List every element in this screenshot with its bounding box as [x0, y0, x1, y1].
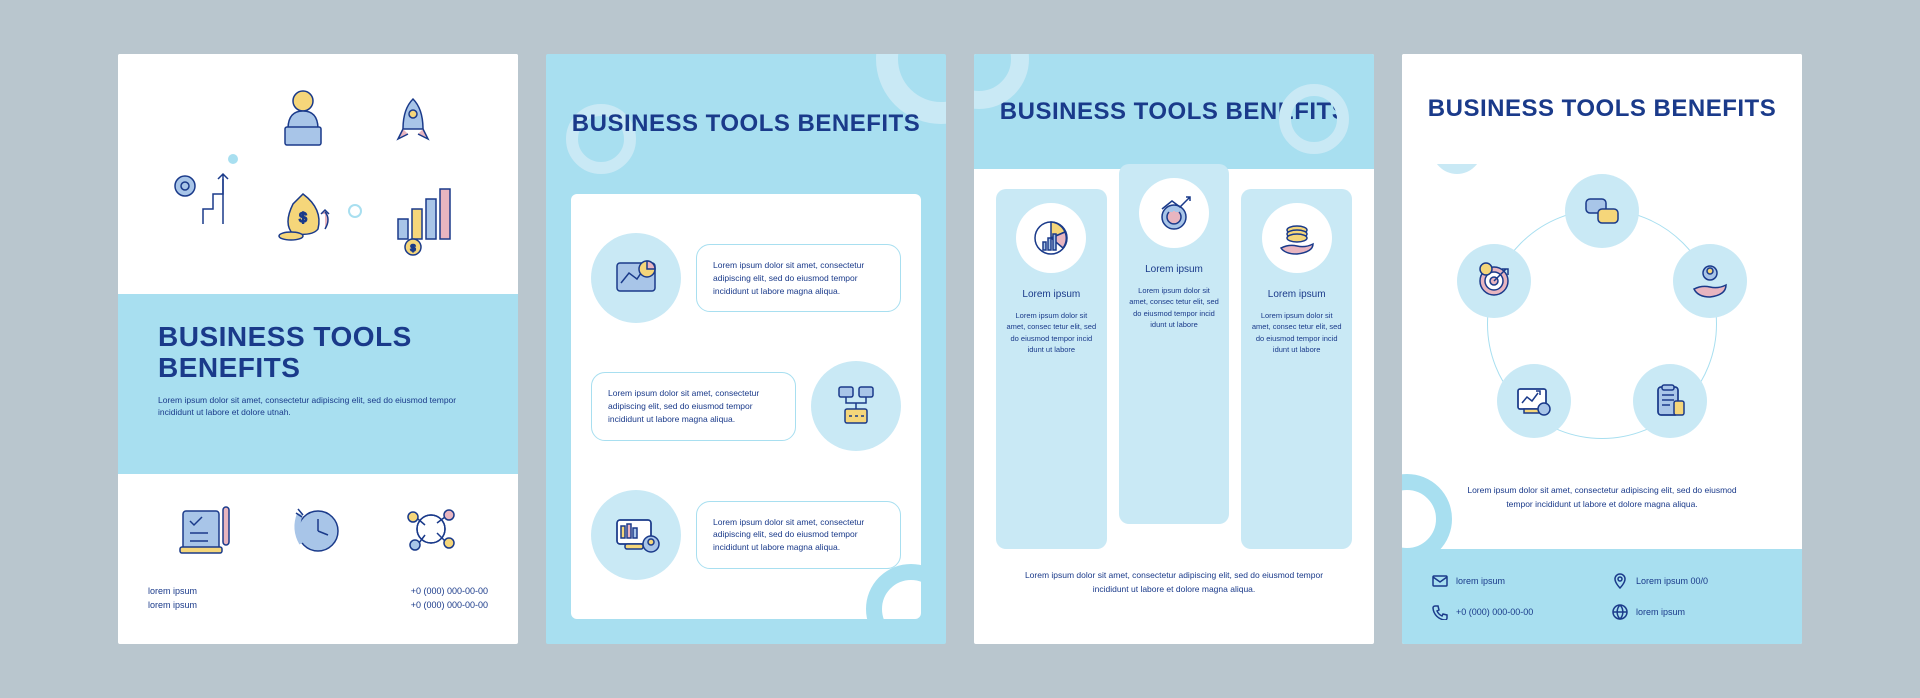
- coins-hand-icon: [1262, 203, 1332, 273]
- network-icon: [401, 499, 461, 559]
- decor-ring: [1279, 84, 1349, 154]
- target-icon: [1457, 244, 1531, 318]
- feature-row: Lorem ipsum dolor sit amet, consectetur …: [591, 361, 901, 451]
- card-text: Lorem ipsum dolor sit amet, consectetur …: [713, 259, 884, 297]
- pie-chart-icon: [1016, 203, 1086, 273]
- contact-text: lorem ipsum: [148, 586, 197, 596]
- panel-1: $ $ BUSINESS TOOLS BENEFITS Lorem ipsum …: [118, 54, 518, 644]
- content-body: Lorem ipsum dolor sit amet, consectetur …: [571, 194, 921, 619]
- svg-text:$: $: [299, 209, 307, 225]
- panel-3: BUSINESS TOOLS BENEFITS Lorem ipsum Lore…: [974, 54, 1374, 644]
- clock-icon: [288, 499, 348, 559]
- columns-area: Lorem ipsum Lorem ipsum dolor sit amet, …: [974, 169, 1374, 569]
- column-label: Lorem ipsum: [1268, 289, 1326, 300]
- feature-card: Lorem ipsum dolor sit amet, consectetur …: [696, 501, 901, 569]
- title-block: BUSINESS TOOLS BENEFITS Lorem ipsum dolo…: [118, 294, 518, 474]
- description-text: Lorem ipsum dolor sit amet, consectetur …: [1402, 484, 1802, 511]
- circular-diagram: [1402, 164, 1802, 484]
- computer-chart-icon: [1497, 364, 1571, 438]
- benefit-column: Lorem ipsum Lorem ipsum dolor sit amet, …: [1241, 189, 1352, 549]
- panel-title: BUSINESS TOOLS BENEFITS: [1428, 95, 1776, 123]
- feature-row: Lorem ipsum dolor sit amet, consectetur …: [591, 490, 901, 580]
- card-text: Lorem ipsum dolor sit amet, consectetur …: [608, 387, 779, 425]
- contact-phone: +0 (000) 000-00-00: [411, 600, 488, 610]
- contact-address: Lorem ipsum 00/0: [1612, 569, 1772, 593]
- checklist-icon: [175, 499, 235, 559]
- header: BUSINESS TOOLS BENEFITS: [546, 54, 946, 194]
- pin-icon: [1612, 573, 1628, 589]
- user-hand-icon: [1673, 244, 1747, 318]
- contact-value: lorem ipsum: [1456, 576, 1505, 586]
- feature-row: Lorem ipsum dolor sit amet, consectetur …: [591, 233, 901, 323]
- column-text: Lorem ipsum dolor sit amet, consec tetur…: [1006, 310, 1097, 355]
- contact-value: +0 (000) 000-00-00: [1456, 607, 1533, 617]
- benefit-column: Lorem ipsum Lorem ipsum dolor sit amet, …: [1119, 164, 1230, 524]
- server-icon: [811, 361, 901, 451]
- feature-card: Lorem ipsum dolor sit amet, consectetur …: [591, 372, 796, 440]
- analytics-icon: [591, 233, 681, 323]
- phone-icon: [1432, 604, 1448, 620]
- clipboard-icon: [1633, 364, 1707, 438]
- dashboard-icon: [591, 490, 681, 580]
- feature-card: Lorem ipsum dolor sit amet, consectetur …: [696, 244, 901, 312]
- footer-contacts: lorem ipsum lorem ipsum +0 (000) 000-00-0…: [118, 584, 518, 644]
- column-text: Lorem ipsum dolor sit amet, consec tetur…: [1129, 285, 1220, 330]
- hero-illustration: $ $: [118, 54, 518, 294]
- svg-text:$: $: [410, 243, 415, 253]
- chat-icon: [1565, 174, 1639, 248]
- column-text: Lorem ipsum dolor sit amet, consec tetur…: [1251, 310, 1342, 355]
- contact-value: lorem ipsum: [1636, 607, 1685, 617]
- footer-text: Lorem ipsum dolor sit amet, consectetur …: [974, 569, 1374, 596]
- gear-growth-icon: [1139, 178, 1209, 248]
- icon-row: [118, 474, 518, 584]
- panel-subtitle: Lorem ipsum dolor sit amet, consectetur …: [158, 394, 478, 420]
- benefit-column: Lorem ipsum Lorem ipsum dolor sit amet, …: [996, 189, 1107, 549]
- panel-4: BUSINESS TOOLS BENEFITS Lorem ipsum dolo…: [1402, 54, 1802, 644]
- panel-title: BUSINESS TOOLS BENEFITS: [572, 110, 920, 138]
- globe-icon: [1612, 604, 1628, 620]
- contact-email: lorem ipsum: [1432, 569, 1592, 593]
- panel-2: BUSINESS TOOLS BENEFITS Lorem ipsum dolo…: [546, 54, 946, 644]
- column-label: Lorem ipsum: [1145, 264, 1203, 275]
- contact-block: lorem ipsum Lorem ipsum 00/0 +0 (000) 00…: [1402, 549, 1802, 644]
- mail-icon: [1432, 573, 1448, 589]
- contact-text: lorem ipsum: [148, 600, 197, 610]
- header: BUSINESS TOOLS BENEFITS: [974, 54, 1374, 169]
- header: BUSINESS TOOLS BENEFITS: [1402, 54, 1802, 164]
- card-text: Lorem ipsum dolor sit amet, consectetur …: [713, 516, 884, 554]
- contact-phone: +0 (000) 000-00-00: [411, 586, 488, 596]
- brochure-set: $ $ BUSINESS TOOLS BENEFITS Lorem ipsum …: [68, 4, 1852, 694]
- contact-phone: +0 (000) 000-00-00: [1432, 601, 1592, 625]
- contact-value: Lorem ipsum 00/0: [1636, 576, 1708, 586]
- contact-web: lorem ipsum: [1612, 601, 1772, 625]
- column-label: Lorem ipsum: [1022, 289, 1080, 300]
- panel-title: BUSINESS TOOLS BENEFITS: [158, 322, 478, 384]
